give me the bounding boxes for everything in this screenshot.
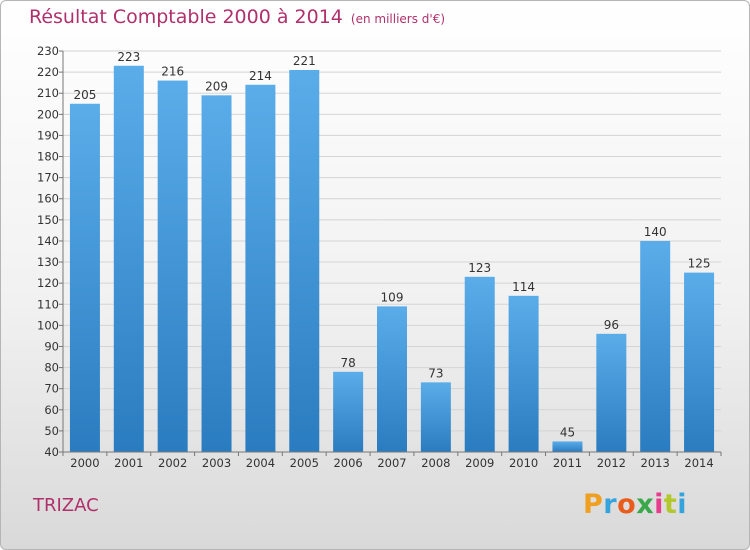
- y-tick-label: 130: [37, 255, 59, 269]
- y-tick-label: 70: [44, 382, 59, 396]
- bar: [684, 272, 715, 452]
- logo-letter: i: [654, 489, 664, 520]
- bar: [640, 240, 671, 452]
- y-tick-label: 230: [37, 44, 59, 58]
- y-axis: 40 50 60 70 80 90 100 110 120 130 140 150 160 170 180 1…: [37, 44, 64, 459]
- bar: [508, 295, 539, 452]
- y-tick-label: 220: [37, 65, 59, 79]
- bar: [157, 80, 188, 453]
- bar-value-label: 140: [644, 225, 667, 239]
- x-tick-label: 2008: [421, 456, 450, 470]
- bar-value-label: 109: [381, 290, 404, 304]
- y-tick-label: 80: [44, 361, 59, 375]
- bar-value-label: 73: [428, 366, 443, 380]
- x-axis: 2000 2001 2002 2003 2004 2005 2006 2007 2008 2009…: [62, 451, 722, 470]
- bar: [420, 382, 451, 452]
- x-tick-label: 2003: [202, 456, 231, 470]
- x-tick-label: 2005: [290, 456, 319, 470]
- y-tick-label: 180: [37, 150, 59, 164]
- bar: [377, 306, 407, 452]
- bar-value-label: 209: [205, 79, 228, 93]
- chart-subtitle: (en milliers d'€): [350, 12, 446, 26]
- bar: [552, 441, 583, 452]
- y-tick-label: 200: [37, 107, 59, 121]
- x-tick-label: 2013: [641, 456, 670, 470]
- x-tick-label: 2011: [553, 456, 582, 470]
- logo-letter: t: [663, 489, 678, 520]
- bar: [113, 65, 144, 452]
- bar-value-label: 125: [688, 257, 711, 271]
- y-tick-label: 140: [37, 234, 59, 248]
- bar: [289, 69, 320, 452]
- y-tick-label: 150: [37, 213, 59, 227]
- x-tick-label: 2004: [246, 456, 275, 470]
- bars: 205 223 216 209 214 221 78 109 73 123 114 45 96 140 12…: [69, 50, 715, 453]
- commune-name: TRIZAC: [33, 495, 99, 516]
- bar: [201, 95, 232, 453]
- y-tick-label: 120: [37, 276, 59, 290]
- bar-value-label: 221: [293, 54, 316, 68]
- bar-value-label: 205: [73, 88, 96, 102]
- y-tick-label: 170: [37, 171, 59, 185]
- bar: [245, 84, 276, 452]
- bar-value-label: 223: [117, 50, 140, 64]
- y-tick-label: 160: [37, 192, 59, 206]
- logo-letter: x: [636, 489, 655, 520]
- proxiti-logo: Proxiti: [583, 489, 687, 520]
- y-tick-label: 100: [37, 318, 59, 332]
- bar-value-label: 114: [512, 280, 535, 294]
- x-tick-label: 2010: [509, 456, 538, 470]
- x-tick-label: 2012: [597, 456, 626, 470]
- chart-title-block: Résultat Comptable 2000 à 2014 (en millie…: [29, 6, 445, 28]
- y-tick-label: 60: [44, 403, 59, 417]
- bar: [333, 371, 364, 452]
- logo-letter: o: [617, 489, 637, 520]
- x-tick-label: 2000: [70, 456, 99, 470]
- y-tick-label: 40: [44, 445, 59, 459]
- bar-value-label: 78: [340, 356, 355, 370]
- logo-letter: r: [603, 489, 618, 520]
- bar-value-label: 45: [560, 425, 575, 439]
- y-tick-label: 50: [44, 424, 59, 438]
- bar: [464, 276, 495, 452]
- bar-value-label: 96: [604, 318, 619, 332]
- x-tick-label: 2009: [465, 456, 494, 470]
- x-tick-label: 2001: [114, 456, 143, 470]
- bar-value-label: 123: [468, 261, 491, 275]
- bar-value-label: 214: [249, 69, 272, 83]
- bar-value-label: 216: [161, 65, 184, 79]
- y-tick-label: 210: [37, 86, 59, 100]
- x-tick-label: 2002: [158, 456, 187, 470]
- x-tick-label: 2006: [333, 456, 362, 470]
- x-tick-label: 2007: [377, 456, 406, 470]
- x-tick-label: 2014: [684, 456, 713, 470]
- chart-title: Résultat Comptable 2000 à 2014: [29, 6, 343, 28]
- y-tick-label: 190: [37, 128, 59, 142]
- y-tick-label: 110: [37, 297, 59, 311]
- logo-letter: P: [583, 489, 604, 520]
- y-tick-label: 90: [44, 339, 59, 353]
- bar: [69, 103, 100, 453]
- logo-letter: i: [677, 489, 688, 520]
- bar: [596, 333, 627, 452]
